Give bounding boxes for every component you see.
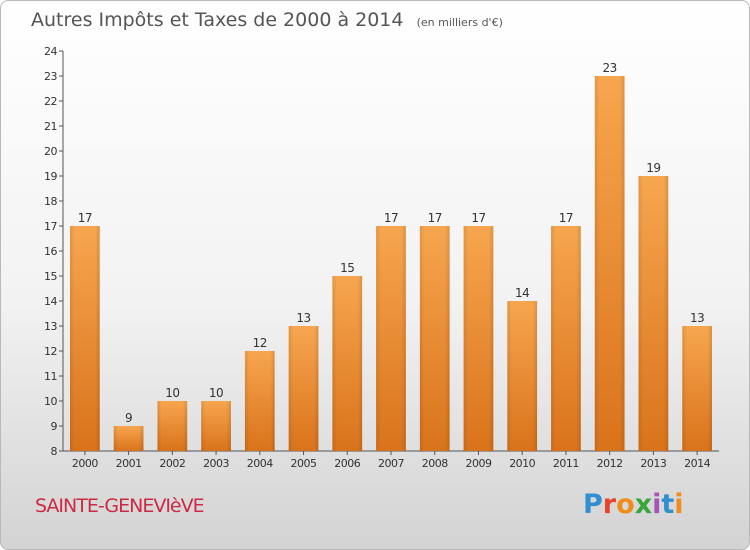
y-tick-label: 14 xyxy=(44,295,57,308)
bar-shade xyxy=(244,351,275,451)
bar-shade xyxy=(507,301,538,451)
bar-shade xyxy=(551,226,581,451)
x-tick-label: 2003 xyxy=(203,457,229,470)
data-label: 12 xyxy=(253,336,267,350)
y-tick-label: 16 xyxy=(44,245,57,258)
x-tick-label: 2004 xyxy=(247,457,273,470)
x-tick-label: 2000 xyxy=(72,457,98,470)
data-label: 9 xyxy=(125,411,132,425)
axes: 8 9 10 11 12 13 14 15 16 17 18 19 20 21 22 23 24 2000 2001… xyxy=(44,45,719,470)
y-tick-label: 23 xyxy=(44,70,57,83)
logo-letter: P xyxy=(583,489,603,520)
x-tick-label: 2014 xyxy=(684,457,710,470)
bars: 17 9 10 10 12 13 15 17 17 17 14 17 23 19 13 xyxy=(69,61,713,451)
y-tick-label: 8 xyxy=(51,445,58,458)
data-label: 23 xyxy=(603,61,617,75)
x-tick-label: 2012 xyxy=(597,457,623,470)
logo-letter: i xyxy=(652,489,662,520)
place-name: SAINTE-GENEVIèVE xyxy=(35,495,205,517)
data-label: 14 xyxy=(515,286,529,300)
y-tick-label: 12 xyxy=(44,345,57,358)
y-tick-label: 21 xyxy=(44,120,57,133)
data-label: 13 xyxy=(296,311,310,325)
bar-shade xyxy=(463,226,494,451)
bar-shade xyxy=(288,326,319,451)
x-tick-label: 2011 xyxy=(553,457,579,470)
y-tick-label: 9 xyxy=(51,420,58,433)
x-tick-label: 2013 xyxy=(640,457,666,470)
bar-shade xyxy=(419,226,450,451)
x-tick-label: 2001 xyxy=(116,457,142,470)
bar-shade xyxy=(113,426,144,451)
logo-letter: i xyxy=(674,489,684,520)
data-label: 17 xyxy=(471,211,485,225)
data-label: 17 xyxy=(384,211,398,225)
data-label: 17 xyxy=(428,211,442,225)
x-tick-label: 2007 xyxy=(378,457,404,470)
data-label: 10 xyxy=(165,386,179,400)
bar-shade xyxy=(69,226,100,451)
y-tick-label: 24 xyxy=(44,45,57,58)
unit-label: (en milliers d'€) xyxy=(417,16,503,29)
y-tick-label: 13 xyxy=(44,320,57,333)
data-label: 17 xyxy=(559,211,573,225)
y-tick-label: 18 xyxy=(44,195,57,208)
bar-shade xyxy=(201,401,231,451)
y-tick-label: 10 xyxy=(44,395,57,408)
bar-chart: Autres Impôts et Taxes de 2000 à 2014 (e… xyxy=(31,9,719,470)
bar-shade xyxy=(332,276,363,451)
y-tick-label: 15 xyxy=(44,270,57,283)
x-tick-label: 2005 xyxy=(291,457,317,470)
x-tick-label: 2006 xyxy=(334,457,360,470)
bar-shade xyxy=(594,76,625,451)
logo-letter: x xyxy=(634,489,653,520)
x-tick-label: 2009 xyxy=(465,457,491,470)
logo-letter: o xyxy=(616,489,635,520)
y-tick-label: 20 xyxy=(44,145,57,158)
logo-letter: t xyxy=(661,489,675,520)
bar-shade xyxy=(376,226,406,451)
bar-shade xyxy=(682,326,713,451)
data-label: 19 xyxy=(646,161,660,175)
y-tick-label: 17 xyxy=(44,220,57,233)
chart-title: Autres Impôts et Taxes de 2000 à 2014 (e… xyxy=(31,9,503,31)
y-tick-label: 22 xyxy=(44,95,57,108)
data-label: 17 xyxy=(78,211,92,225)
proxiti-logo: Proxiti xyxy=(583,489,684,520)
data-label: 15 xyxy=(340,261,354,275)
bar-shade xyxy=(157,401,188,451)
x-tick-label: 2002 xyxy=(159,457,185,470)
data-label: 13 xyxy=(690,311,704,325)
logo-letter: r xyxy=(602,489,617,520)
y-tick-label: 11 xyxy=(44,370,57,383)
x-tick-label: 2008 xyxy=(422,457,448,470)
bar-shade xyxy=(638,176,669,451)
x-tick-label: 2010 xyxy=(509,457,535,470)
data-label: 10 xyxy=(209,386,223,400)
y-tick-label: 19 xyxy=(44,170,57,183)
